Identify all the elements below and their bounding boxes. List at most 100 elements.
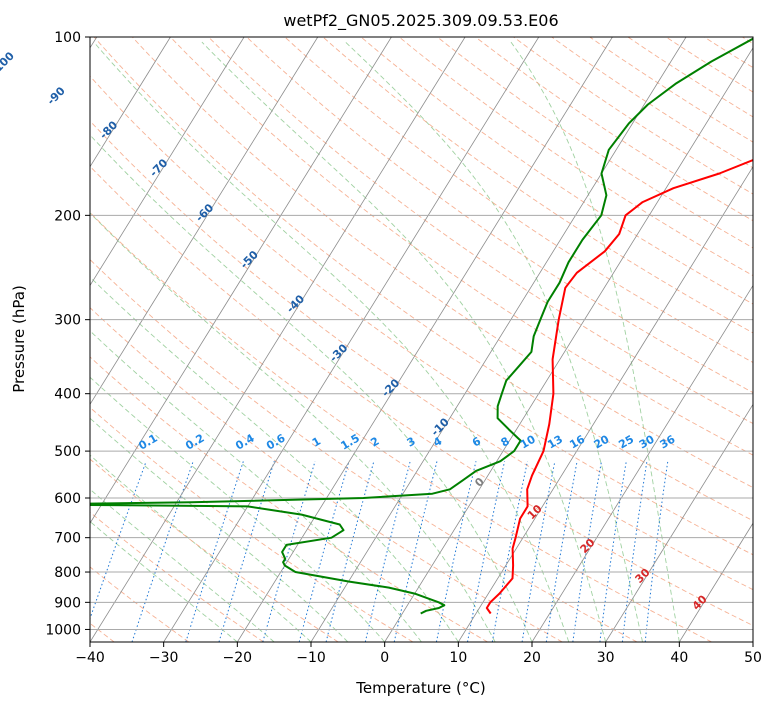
dry-adiabat-line (551, 37, 753, 169)
mixing-ratio-line (364, 461, 411, 642)
dry-adiabat-line (90, 165, 753, 627)
mixing-ratio-line (298, 461, 350, 642)
dry-adiabat-line (90, 75, 753, 556)
mixing-ratio-label: 36 (658, 432, 678, 451)
isotherm-line (236, 37, 613, 642)
isotherm-label: -80 (97, 118, 120, 141)
mixing-ratio-label: 16 (567, 432, 587, 451)
moist-adiabat-line (90, 488, 275, 642)
isotherm-label: -20 (379, 376, 402, 399)
mixing-ratio-line (185, 461, 244, 642)
y-tick-label: 300 (54, 313, 81, 329)
x-tick-label: −30 (149, 650, 179, 666)
x-tick-label: 10 (449, 650, 467, 666)
isotherm-line (90, 37, 171, 168)
dry-adiabat-line (90, 211, 712, 642)
profile-line (485, 159, 753, 615)
mixing-ratio-line (545, 461, 578, 642)
isotherm-label: -10 (429, 415, 452, 438)
isotherm-label: -60 (193, 201, 216, 224)
mixing-ratio-label: 25 (616, 433, 636, 452)
mixing-ratio-lines (90, 461, 669, 642)
isotherm-label: 30 (633, 566, 653, 586)
dry-adiabat-line (131, 37, 753, 489)
moist-adiabat-line (201, 41, 607, 642)
isotherm-line (605, 403, 753, 642)
moist-adiabat-line (93, 41, 570, 642)
isotherm-label: 0 (472, 475, 487, 490)
isotherm-label: -70 (147, 156, 170, 179)
mixing-ratio-label: 10 (518, 432, 538, 451)
mixing-ratio-label: 0.2 (183, 432, 206, 453)
isotherm-line (90, 37, 466, 642)
dry-adiabat-line (93, 37, 753, 522)
x-tick-label: −20 (223, 650, 253, 666)
mixing-ratio-line (435, 461, 477, 642)
y-axis-label: Pressure (hPa) (10, 285, 28, 393)
profile-series (90, 37, 753, 615)
dry-adiabat-line (589, 37, 753, 143)
isotherm-label: -40 (284, 292, 307, 315)
isotherm-line (310, 37, 687, 642)
mixing-ratio-label: 2 (368, 435, 381, 450)
moist-adiabat-line (90, 134, 533, 642)
mixing-ratio-label: 0.1 (136, 432, 159, 453)
moist-adiabat-line (90, 454, 312, 642)
dry-adiabat-line (90, 566, 190, 642)
isotherm-line (90, 37, 392, 524)
mixing-ratio-line (262, 461, 316, 642)
y-tick-label: 900 (54, 595, 81, 611)
moist-adiabats (90, 41, 680, 642)
x-tick-label: 40 (670, 650, 688, 666)
mixing-ratio-line (467, 461, 506, 642)
x-tick-label: 30 (597, 650, 615, 666)
x-tick-label: −10 (296, 650, 326, 666)
profile-line (90, 37, 753, 615)
isotherm-line (384, 47, 753, 642)
mixing-ratio-line (572, 461, 602, 642)
mixing-ratio-label: 0.4 (233, 431, 257, 452)
mixing-ratio-label: 20 (592, 432, 612, 451)
mixing-ratio-line (90, 461, 147, 621)
dry-adiabat-line (208, 37, 753, 425)
dry-adiabat-line (360, 37, 753, 305)
isotherm-line (163, 37, 540, 642)
moist-adiabat-line (90, 376, 386, 642)
x-tick-label: 20 (523, 650, 541, 666)
y-tick-label: 100 (54, 30, 81, 46)
dry-adiabat-line (246, 37, 753, 394)
dry-adiabat-line (90, 307, 563, 642)
y-tick-label: 400 (54, 387, 81, 403)
skewed-isotherms (90, 37, 753, 642)
dry-adiabat-line (90, 458, 339, 642)
moist-adiabat-line (90, 417, 349, 642)
isotherm-line (90, 37, 319, 406)
dry-adiabat-line (90, 356, 488, 642)
isotherm-line (457, 165, 753, 642)
isotherm-label: -30 (327, 341, 350, 364)
isotherm-label: -50 (238, 248, 261, 271)
mixing-ratio-label: 13 (545, 433, 565, 452)
mixing-ratio-line (325, 461, 375, 642)
mixing-ratio-line (218, 461, 275, 642)
dry-adiabat-line (284, 37, 753, 363)
mixing-ratio-line (393, 461, 438, 642)
dry-adiabat-line (742, 37, 753, 45)
x-axis: −40 −30 −20 −10 0 10 20 30 40 50 (75, 642, 762, 666)
isotherm-label: -100 (0, 49, 17, 78)
isotherm-line (531, 284, 753, 642)
y-tick-label: 1000 (45, 622, 81, 638)
y-tick-label: 800 (54, 565, 81, 581)
dry-adiabat-line (90, 511, 264, 642)
dry-adiabat-line (90, 258, 638, 642)
chart-title: wetPf2_GN05.2025.309.09.53.E06 (283, 11, 558, 31)
dry-adiabat-line (90, 120, 753, 591)
moist-adiabat-line (90, 276, 459, 642)
x-tick-label: 50 (744, 650, 762, 666)
grid-lines (90, 37, 753, 630)
moist-adiabat-line (90, 330, 422, 642)
y-axis: 100 200 300 400 500 600 700 800 900 1000 (45, 30, 90, 638)
y-tick-label: 200 (54, 208, 81, 224)
x-tick-label: −40 (75, 650, 105, 666)
